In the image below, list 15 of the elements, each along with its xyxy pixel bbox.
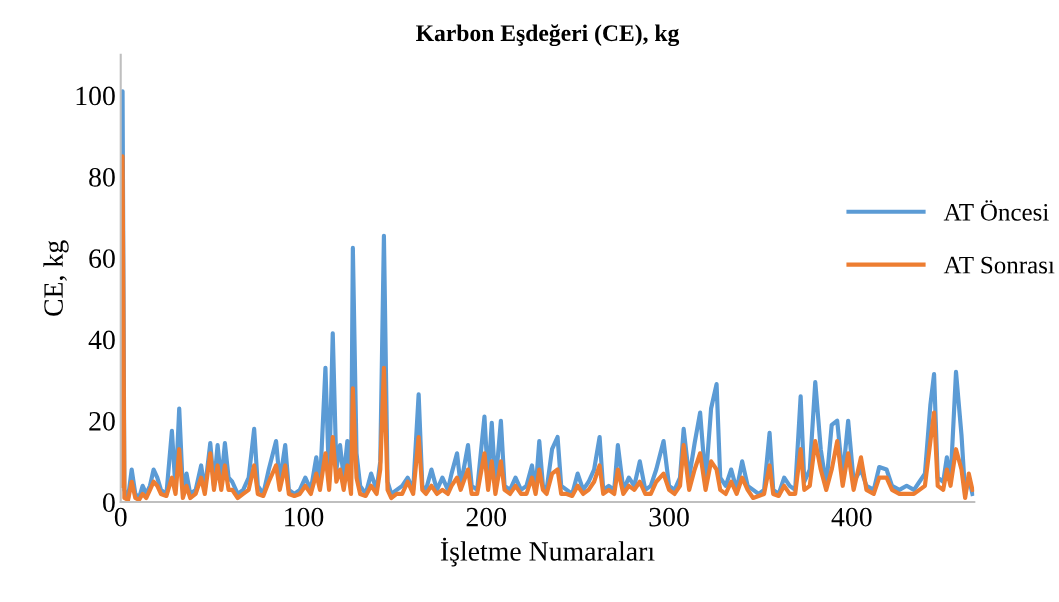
x-tick-label: 200 (466, 507, 507, 527)
y-tick-label: 40 (88, 330, 115, 350)
x-axis-title: İşletme Numaraları (440, 537, 655, 567)
y-tick-label: 100 (76, 86, 115, 106)
y-tick-label: 80 (89, 167, 115, 187)
legend-label: AT Öncesi (943, 200, 1049, 221)
x-tick-label: 400 (831, 507, 872, 527)
legend-label: AT Sonrası (943, 256, 1055, 274)
y-axis-title: CE, kg (43, 240, 69, 316)
y-tick-label: 20 (89, 411, 115, 431)
x-tick-label: 300 (649, 507, 689, 527)
y-tick-label: 0 (103, 493, 115, 512)
chart-title: Karbon Eşdeğeri (CE), kg (416, 24, 680, 47)
y-tick-label: 60 (89, 249, 115, 268)
x-tick-label: 100 (285, 507, 324, 527)
